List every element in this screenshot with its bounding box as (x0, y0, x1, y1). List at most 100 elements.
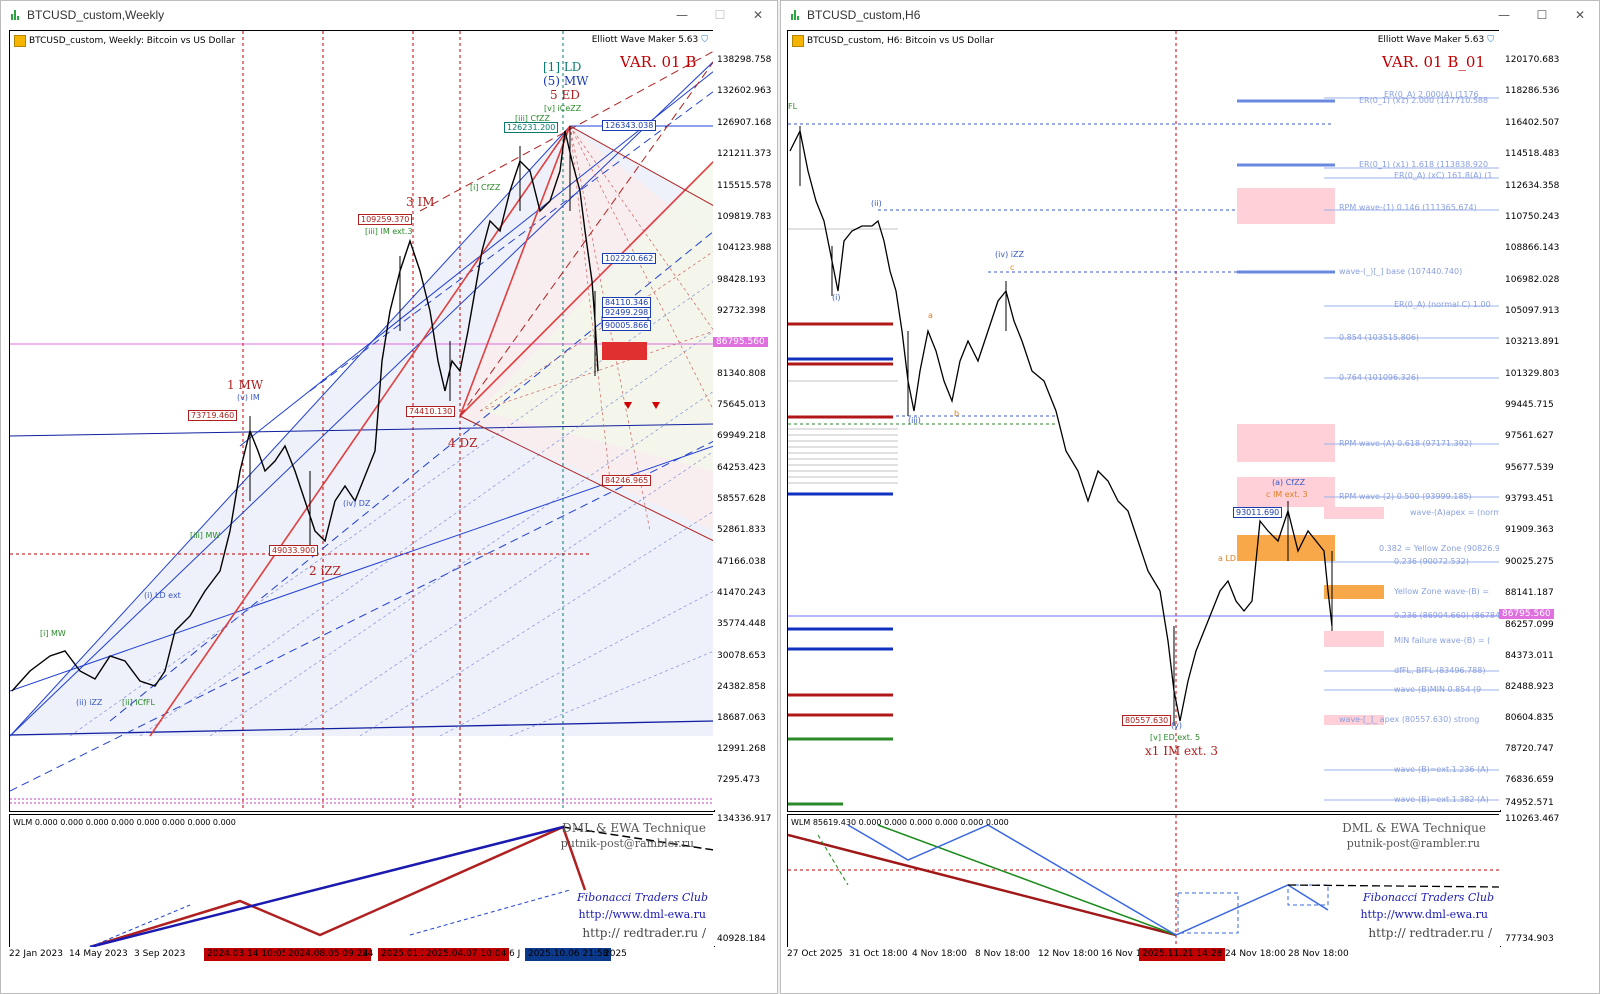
wave-label: 4 DZ (448, 436, 478, 450)
price-tag: 90005.866 (602, 320, 652, 331)
price-tag: 74410.130 (406, 406, 456, 417)
left-main-chart[interactable]: BTCUSD_custom, Weekly: Bitcoin vs US Dol… (9, 30, 715, 812)
wave-label: [ii] iCfFL (122, 698, 155, 707)
price-tag: 92499.298 (602, 307, 652, 318)
price-label: 115515.578 (717, 181, 772, 191)
price-tag: 102220.662 (602, 253, 657, 264)
fib-label: ER(0_1) (x1) 2.000 (117710.588 (1359, 96, 1489, 105)
credit-title: DML & EWA Technique (562, 821, 706, 835)
wave-label: (5) MW (543, 74, 589, 88)
right-indicator-name: Elliott Wave Maker 5.63 ⛉ (1377, 35, 1494, 45)
date-box: 2025.11.21 14:28 (1139, 948, 1226, 961)
ea-smiley-icon (792, 35, 804, 47)
maximize-button[interactable]: ☐ (714, 8, 726, 22)
right-chart-window[interactable]: BTCUSD_custom,H6 — ☐ ✕ (780, 0, 1600, 994)
wave-label: 5 ED (550, 88, 580, 102)
credit-site-link[interactable]: http://www.dml-ewa.ru (578, 908, 706, 921)
minimize-button[interactable]: — (1498, 8, 1510, 22)
price-tag: 80557.630 (1122, 715, 1172, 726)
price-label: 98428.193 (717, 275, 766, 285)
price-label: 91909.363 (1505, 525, 1554, 535)
right-chart-header: BTCUSD_custom, H6: Bitcoin vs US Dollar (792, 35, 994, 47)
wave-label: (v) IM (237, 393, 260, 402)
fib-label: wave-(A)apex = (norma (1410, 508, 1501, 517)
price-label: 24382.858 (717, 682, 766, 692)
date-label: 2025 (604, 949, 627, 959)
fib-label: RPM wave-(2) 0.500 (93999.185) (1339, 492, 1472, 501)
ea-hat-icon: ⛉ (1487, 35, 1494, 45)
ea-hat-icon: ⛉ (701, 35, 708, 45)
right-price-axis[interactable]: 120170.683 118286.536 116402.507 114518.… (1499, 30, 1599, 810)
price-label: 81340.808 (717, 369, 766, 379)
wave-label: (a) CfZZ (1272, 478, 1306, 487)
left-chart-window[interactable]: BTCUSD_custom,Weekly — ☐ ✕ (0, 0, 778, 994)
fib-label: ER(0_A) 2.000(A) (1176 (1384, 90, 1479, 99)
price-label: 41470.243 (717, 588, 766, 598)
price-label: 132602.963 (717, 86, 772, 96)
date-label: 3 Sep 2023 (134, 949, 186, 959)
price-label: 126907.168 (717, 118, 772, 128)
price-label: 120170.683 (1505, 55, 1560, 65)
price-label: 80604.835 (1505, 713, 1554, 723)
price-label: 101329.803 (1505, 369, 1560, 379)
minimize-button[interactable]: — (676, 8, 688, 22)
left-wlm-subwindow[interactable]: WLM 0.000 0.000 0.000 0.000 0.000 0.000 … (9, 814, 715, 948)
fib-label: 0.236 (90072.532) (1394, 557, 1469, 566)
left-price-axis[interactable]: 138298.758 132602.963 126907.168 121211.… (713, 30, 777, 810)
right-window-titlebar[interactable]: BTCUSD_custom,H6 — ☐ ✕ (781, 1, 1599, 29)
fib-label: wave-[_]_ apex (80557.630) strong (1339, 715, 1480, 724)
price-label: 75645.013 (717, 400, 766, 410)
close-button[interactable]: ✕ (1574, 8, 1586, 22)
price-label: 64253.423 (717, 463, 766, 473)
wave-label: (iv) DZ (343, 499, 371, 508)
price-label: 12991.268 (717, 744, 766, 754)
price-label: 58557.628 (717, 494, 766, 504)
credit-site-link[interactable]: http://www.dml-ewa.ru (1360, 908, 1488, 921)
right-main-chart[interactable]: BTCUSD_custom, H6: Bitcoin vs US Dollar … (787, 30, 1501, 812)
credit-redtrader-link[interactable]: http:// redtrader.ru / (1368, 926, 1492, 940)
sub-axis-bottom-label: 40928.184 (717, 934, 766, 944)
price-label: 35774.448 (717, 619, 766, 629)
left-sub-axis: 134336.917 40928.184 (713, 814, 777, 946)
price-tag: 109259.370 (358, 214, 413, 225)
wave-label: (y) (1171, 721, 1182, 730)
price-label: 109819.783 (717, 212, 772, 222)
price-label: 112634.358 (1505, 181, 1560, 191)
credit-redtrader-link[interactable]: http:// redtrader.ru / (582, 926, 706, 940)
left-window-titlebar[interactable]: BTCUSD_custom,Weekly — ☐ ✕ (1, 1, 777, 29)
maximize-button[interactable]: ☐ (1536, 8, 1548, 22)
wave-label: c IM ext. 3 (1266, 490, 1308, 499)
fib-label: wave-(B)=ext.1.382 (A) (1394, 795, 1489, 804)
right-variant-label: VAR. 01 B_01 (1382, 53, 1485, 71)
price-label: 74952.571 (1505, 798, 1554, 808)
sub-axis-bottom-label: 77734.903 (1505, 934, 1554, 944)
left-date-axis[interactable]: 22 Jan 2023 14 May 2023 3 Sep 2023 2024.… (9, 947, 777, 965)
price-label: 88141.187 (1505, 588, 1554, 598)
price-label: 116402.507 (1505, 118, 1560, 128)
right-date-axis[interactable]: 27 Oct 2025 31 Oct 18:00 4 Nov 18:00 8 N… (787, 947, 1597, 965)
price-label: 95677.539 (1505, 463, 1554, 473)
fib-label: Yellow Zone wave-(B) = (1394, 587, 1490, 596)
wave-label: b (954, 409, 960, 418)
date-label: 6 J (509, 949, 521, 959)
fib-label: RPM wave-(A) 0.618 (97171.392) (1339, 439, 1473, 448)
price-label: 78720.747 (1505, 744, 1554, 754)
price-label: 52861.833 (717, 525, 766, 535)
wlm-values: WLM 85619.430 0.000 0.000 0.000 0.000 0.… (791, 818, 1009, 827)
left-variant-label: VAR. 01 B (620, 53, 697, 71)
left-indicator-name: Elliott Wave Maker 5.63 ⛉ (591, 35, 708, 45)
close-button[interactable]: ✕ (752, 8, 764, 22)
price-label: 110750.243 (1505, 212, 1560, 222)
wave-label: a LD (1218, 554, 1237, 563)
wlm-values: WLM 0.000 0.000 0.000 0.000 0.000 0.000 … (13, 818, 236, 827)
wave-label: (iv) iZZ (995, 250, 1024, 259)
fib-label: wave-(_)[_] base (107440.740) (1339, 267, 1463, 276)
date-label: 8 Nov 18:00 (975, 949, 1030, 959)
credit-email: putnik-post@rambler.ru (560, 837, 694, 850)
date-box: 2024.08.05 09:24 (285, 948, 372, 961)
fib-label: ER(0_A) (xC) 161.8(A) (1 (1394, 171, 1493, 180)
date-label: 27 Oct 2025 (787, 949, 843, 959)
right-wlm-subwindow[interactable]: WLM 85619.430 0.000 0.000 0.000 0.000 0.… (787, 814, 1501, 948)
date-box: 2024.03.14 10:05 (204, 948, 291, 961)
wave-label: 2 iZZ (309, 564, 341, 578)
